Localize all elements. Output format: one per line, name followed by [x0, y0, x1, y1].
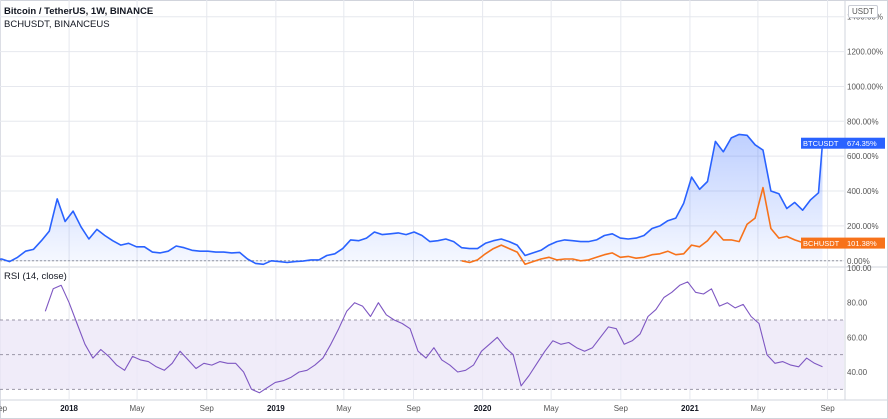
time-axis-label: May [750, 404, 765, 413]
legend-rsi-indicator[interactable]: RSI (14, close) [4, 271, 67, 282]
time-axis-label: Sep [614, 404, 629, 413]
price-axis-label: 800.00% [847, 117, 879, 126]
rsi-axis-label: 80.00 [847, 299, 868, 308]
time-axis-label: 2018 [60, 404, 78, 413]
legend-symbol-title[interactable]: Bitcoin / TetherUS, 1W, BINANCE [4, 6, 154, 17]
btc-last-name-label: BTCUSDT [803, 139, 839, 148]
time-axis-label: 2021 [681, 404, 699, 413]
price-axis-label: 400.00% [847, 187, 879, 196]
rsi-axis-label: 40.00 [847, 368, 868, 377]
btc-last-value-badge [845, 137, 885, 149]
bch-last-name-label: BCHUSDT [803, 239, 840, 248]
bch-last-name-badge [801, 237, 845, 249]
time-axis-label: May [336, 404, 351, 413]
btc-last-value-label: 674.35% [847, 139, 877, 148]
btc-last-name-badge [801, 137, 845, 149]
time-axis-label: Sep [200, 404, 215, 413]
time-axis-label: Sep [406, 404, 421, 413]
legend-compare-series[interactable]: BCHUSDT, BINANCEUS [4, 19, 110, 30]
currency-label[interactable]: USDT [848, 5, 878, 18]
btc-area-fill [0, 134, 823, 265]
price-axis-label: 600.00% [847, 152, 879, 161]
bch-last-value-label: 101.38% [847, 239, 877, 248]
price-axis-label: 200.00% [847, 222, 879, 231]
time-axis-label: Sep [820, 404, 835, 413]
price-axis-label: 1000.00% [847, 82, 883, 91]
price-axis-label: 1200.00% [847, 48, 883, 57]
bch-series-line [461, 186, 819, 266]
bch-last-value-badge [845, 237, 885, 249]
time-axis-label: 2019 [267, 404, 285, 413]
time-axis-label: 2020 [474, 404, 492, 413]
rsi-axis-label: 60.00 [847, 333, 868, 342]
btc-series-line [0, 133, 824, 266]
rsi-series-line [44, 281, 823, 394]
rsi-axis-label: 100.00 [847, 264, 872, 273]
time-axis-label: Sep [0, 404, 8, 413]
time-axis-label: May [130, 404, 145, 413]
price-axis-label: 0.00% [847, 257, 870, 266]
time-axis-label: May [544, 404, 559, 413]
